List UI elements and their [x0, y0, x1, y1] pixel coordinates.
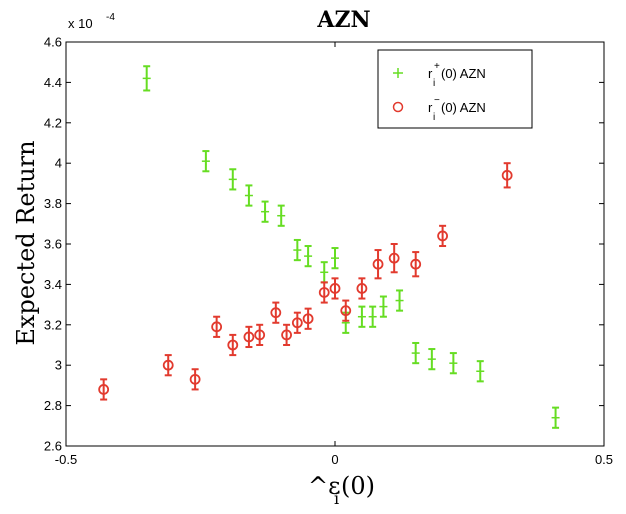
circle-point: [291, 311, 303, 334]
plus-point: [368, 305, 377, 328]
circle-point: [243, 325, 255, 349]
circle-point: [189, 368, 201, 391]
legend-entry-plus: r + i (0) AZN: [393, 61, 486, 89]
plus-point: [379, 295, 388, 318]
x-tick-label: -0.5: [55, 452, 77, 467]
circle-point: [501, 162, 513, 189]
circle-point: [372, 249, 384, 280]
plus-point: [357, 305, 366, 328]
plus-point: [476, 360, 485, 383]
circle-point: [302, 307, 314, 330]
y-tick-label: 2.8: [44, 398, 62, 413]
chart-title: AZN: [316, 7, 370, 33]
plus-point: [331, 247, 339, 270]
y-tick-label: 2.6: [44, 439, 62, 454]
circle-point: [329, 277, 341, 300]
y-tick-label: 3.2: [44, 317, 62, 332]
circle-marker: [302, 313, 314, 325]
x-tick-label: 0.5: [595, 452, 613, 467]
plus-point: [449, 352, 458, 375]
circle-marker: [211, 321, 223, 333]
y-axis-label: Expected Return: [12, 140, 40, 345]
circle-marker: [340, 305, 352, 317]
circle-point: [410, 251, 422, 278]
plus-point: [551, 406, 560, 429]
legend-circle-base: r: [428, 100, 433, 115]
circle-marker: [356, 283, 368, 294]
circle-point: [356, 277, 368, 300]
y-tick-label: 4.6: [44, 35, 62, 50]
legend-circle-tail: (0) AZN: [441, 100, 486, 115]
circle-point: [227, 333, 239, 357]
circle-marker: [227, 339, 239, 351]
circle-marker: [372, 258, 384, 270]
x-axis-label: ^ε i (0): [308, 472, 375, 508]
data-points: [98, 65, 560, 429]
circle-point: [270, 301, 282, 324]
legend-plus-base: r: [428, 66, 433, 81]
circle-marker: [437, 230, 449, 242]
circle-point: [340, 299, 352, 322]
circle-marker: [270, 307, 282, 319]
legend-plus-sup: +: [434, 61, 440, 72]
circle-point: [162, 354, 174, 377]
circle-marker: [329, 283, 341, 294]
plus-point: [261, 200, 270, 223]
series-plus: [142, 65, 560, 429]
plus-point: [201, 150, 210, 173]
legend-plus-sub: i: [433, 78, 435, 89]
circle-marker: [410, 258, 422, 270]
y-tick-label: 3.4: [44, 277, 62, 292]
circle-marker: [162, 359, 174, 371]
circle-point: [211, 315, 223, 338]
plus-point: [304, 245, 313, 268]
y-tick-label: 4: [55, 156, 62, 171]
y-tick-label: 3: [55, 358, 62, 373]
circle-marker: [291, 317, 303, 329]
y-exponent-power: -4: [106, 12, 115, 23]
circle-point: [388, 243, 400, 274]
y-exponent-base: x 10: [68, 16, 93, 31]
y-tick-label: 3.8: [44, 196, 62, 211]
circle-point: [318, 281, 330, 304]
legend-entry-circle: r − i (0) AZN: [392, 95, 486, 123]
legend-circle-sub: i: [433, 112, 435, 123]
circle-marker: [318, 287, 330, 298]
legend-box: [377, 49, 533, 129]
plus-point: [411, 341, 420, 365]
circle-point: [281, 323, 292, 346]
plus-point: [293, 238, 302, 262]
plus-point: [244, 184, 253, 207]
series-circle: [98, 162, 513, 401]
circle-marker: [501, 169, 513, 181]
circle-marker: [189, 373, 201, 385]
circle-marker: [243, 331, 255, 343]
y-tick-label: 4.2: [44, 115, 62, 130]
plus-point: [277, 204, 286, 227]
x-tick-label: 0: [331, 452, 338, 467]
legend-plus-tail: (0) AZN: [441, 66, 486, 81]
circle-marker: [281, 329, 292, 341]
circle-marker: [254, 329, 266, 341]
y-tick-label: 3.6: [44, 237, 62, 252]
plus-point: [427, 348, 436, 371]
circle-marker: [98, 384, 110, 395]
x-axis-label-tail: (0): [341, 472, 375, 500]
circle-marker: [388, 252, 400, 264]
plus-point: [320, 261, 329, 284]
circle-point: [98, 378, 110, 401]
x-axis-label-sub: i: [334, 489, 339, 508]
y-tick-label: 4.4: [44, 75, 62, 90]
legend-circle-sup: −: [434, 95, 440, 106]
circle-point: [254, 323, 266, 346]
circle-point: [437, 224, 449, 248]
plus-point: [228, 168, 237, 191]
x-axis-label-base: ^ε: [308, 472, 341, 500]
plus-point: [395, 289, 404, 312]
legend: r + i (0) AZN r − i (0) AZN: [377, 49, 533, 129]
y-exponent-label: x 10 -4: [68, 12, 115, 31]
axes: -0.5 0 0.5 2.6 2.8 3 3.2 3.4 3.6 3.8 4 4.2 4.4 4.6: [44, 35, 613, 468]
plus-point: [142, 65, 151, 92]
